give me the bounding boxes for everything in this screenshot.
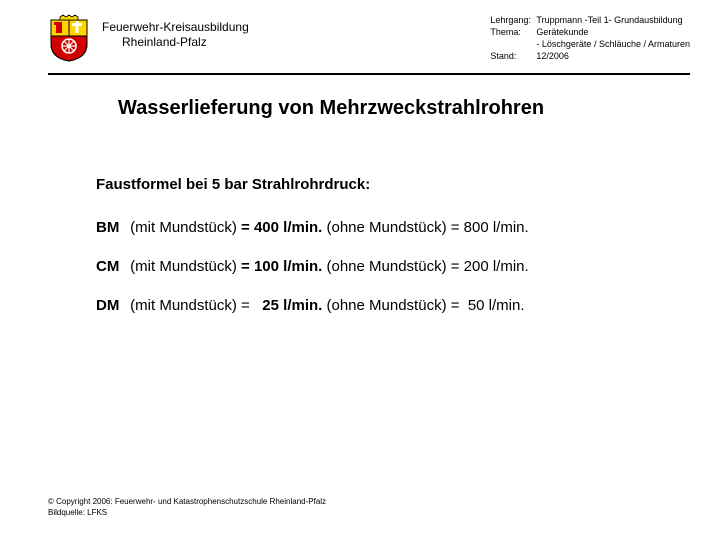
row-eq1: 25 l/min.: [254, 297, 322, 314]
meta-stand-val: 12/2006: [536, 50, 569, 62]
row-ohne: (ohne Mundstück) = 50 l/min.: [327, 297, 525, 314]
row-dm: DM (mit Mundstück) = 25 l/min. (ohne Mun…: [96, 297, 660, 314]
row-mit: (mit Mundstück): [130, 258, 237, 275]
header-rule: [48, 73, 690, 75]
row-ohne: (ohne Mundstück) = 800 l/min.: [327, 219, 529, 236]
slide-title: Wasserlieferung von Mehrzweckstrahlrohre…: [118, 97, 720, 120]
org-line2: Rheinland-Pfalz: [102, 35, 249, 50]
row-bm: BM (mit Mundstück) = 400 l/min. (ohne Mu…: [96, 219, 660, 236]
row-tag: CM: [96, 258, 126, 275]
meta-lehrgang-val: Truppmann -Teil 1- Grundausbildung: [536, 14, 682, 26]
row-ohne: (ohne Mundstück) = 200 l/min.: [327, 258, 529, 275]
row-mit: (mit Mundstück): [130, 219, 237, 236]
slide-footer: © Copyright 2006: Feuerwehr- und Katastr…: [48, 497, 326, 518]
org-line1: Feuerwehr-Kreisausbildung: [102, 20, 249, 35]
lead-text: Faustformel bei 5 bar Strahlrohrdruck:: [96, 176, 660, 193]
row-mit: (mit Mundstück) =: [130, 297, 250, 314]
meta-thema-key: Thema:: [490, 26, 536, 38]
meta-lehrgang-key: Lehrgang:: [490, 14, 536, 26]
footer-copyright: © Copyright 2006: Feuerwehr- und Katastr…: [48, 497, 326, 507]
footer-source: Bildquelle: LFKS: [48, 508, 326, 518]
header-meta: Lehrgang: Truppmann -Teil 1- Grundausbil…: [490, 14, 690, 63]
coat-of-arms-icon: [48, 14, 90, 62]
meta-thema-sub: - Löschgeräte / Schläuche / Armaturen: [490, 38, 690, 50]
row-eq1: = 400 l/min.: [241, 219, 322, 236]
slide-content: Faustformel bei 5 bar Strahlrohrdruck: B…: [0, 120, 720, 314]
org-name: Feuerwehr-Kreisausbildung Rheinland-Pfal…: [102, 14, 249, 50]
meta-thema-val: Gerätekunde: [536, 26, 588, 38]
slide-header: Feuerwehr-Kreisausbildung Rheinland-Pfal…: [0, 0, 720, 73]
row-tag: DM: [96, 297, 126, 314]
meta-stand-key: Stand:: [490, 50, 536, 62]
row-tag: BM: [96, 219, 126, 236]
row-eq1: = 100 l/min.: [241, 258, 322, 275]
row-cm: CM (mit Mundstück) = 100 l/min. (ohne Mu…: [96, 258, 660, 275]
